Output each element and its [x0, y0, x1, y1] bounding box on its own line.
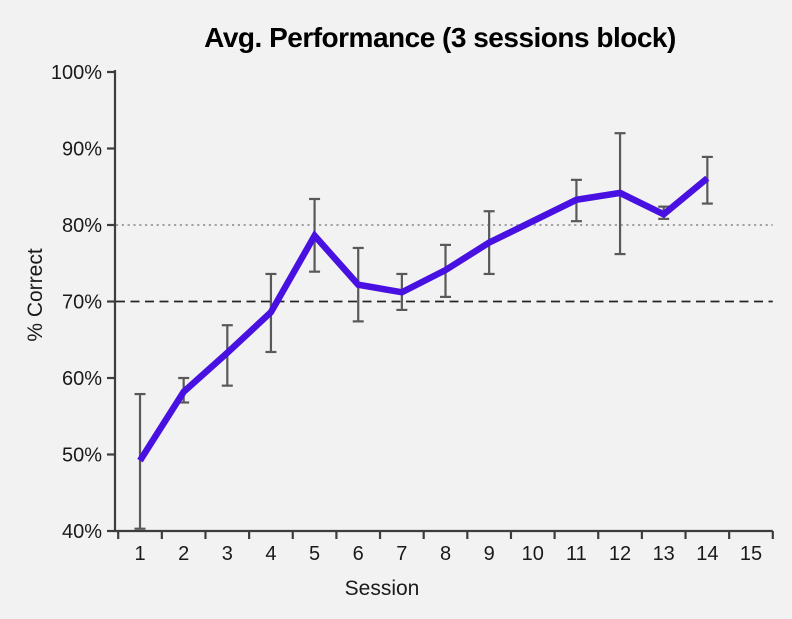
x-tick-label: 8	[440, 543, 451, 565]
y-tick-label: 100%	[51, 62, 102, 84]
x-tick-label: 15	[740, 543, 762, 565]
x-tick-label: 4	[265, 543, 276, 565]
x-tick-label: 6	[353, 543, 364, 565]
x-tick-label: 10	[522, 543, 544, 565]
x-tick-label: 11	[566, 543, 587, 565]
x-tick-label: 12	[609, 543, 631, 565]
chart-title: Avg. Performance (3 sessions block)	[204, 22, 676, 53]
y-tick-label: 70%	[62, 292, 102, 314]
y-tick-label: 60%	[62, 368, 102, 390]
x-tick-label: 5	[309, 543, 320, 565]
x-tick-label: 14	[696, 543, 718, 565]
x-tick-label: 9	[484, 543, 495, 565]
y-tick-label: 50%	[62, 445, 102, 467]
x-axis-title: Session	[344, 577, 420, 600]
y-tick-label: 40%	[62, 521, 102, 543]
x-tick-label: 13	[653, 543, 675, 565]
y-tick-label: 80%	[62, 215, 102, 237]
x-tick-label: 7	[396, 543, 407, 565]
y-tick-label: 90%	[62, 139, 102, 161]
x-tick-label: 1	[134, 543, 145, 565]
x-tick-label: 2	[178, 543, 189, 565]
performance-line	[137, 175, 710, 463]
x-tick-label: 3	[222, 543, 233, 565]
